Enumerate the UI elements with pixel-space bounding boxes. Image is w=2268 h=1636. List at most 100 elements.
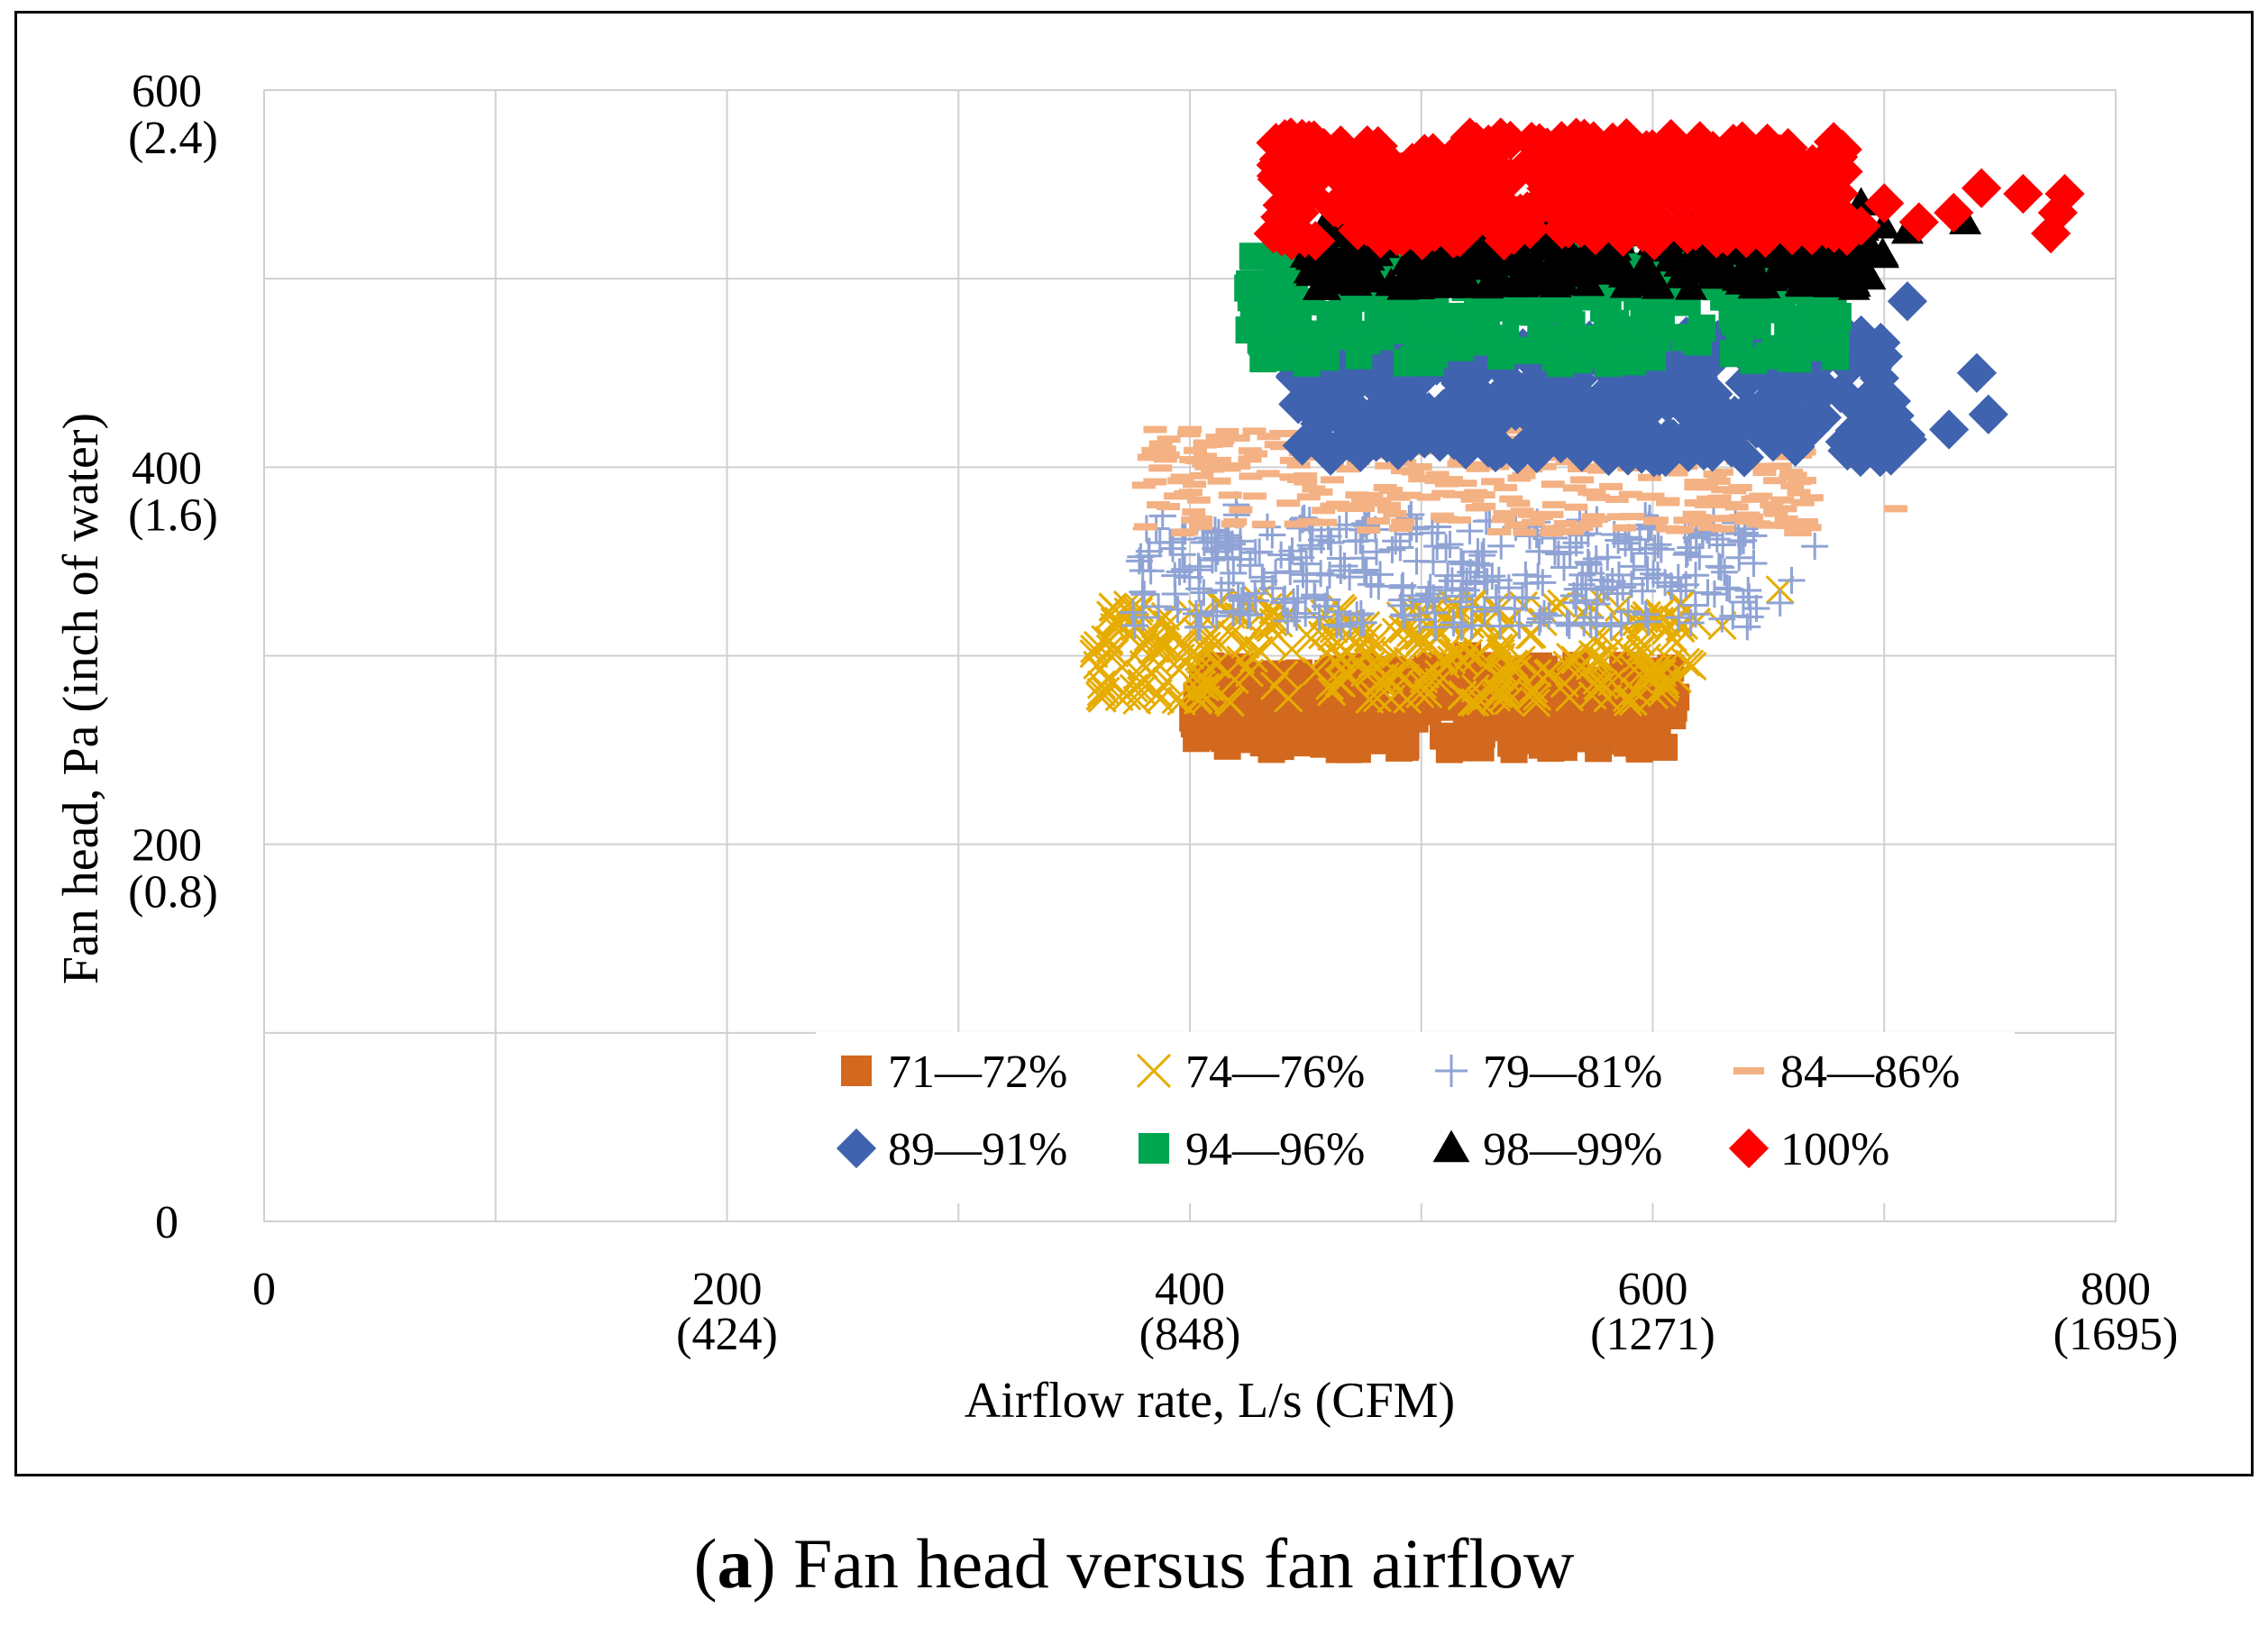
data-point [1699,156,1740,197]
data-point [1436,531,1464,559]
legend-label: 98—99% [1483,1124,1662,1175]
caption-text: ) Fan head versus fan airflow [752,1524,1575,1603]
data-point [1707,494,1732,502]
data-point [1622,264,1655,294]
data-point [1603,216,1643,258]
data-point [1143,478,1167,486]
data-point [1775,338,1803,366]
data-point [1145,592,1173,620]
data-point [1791,407,1832,448]
data-point [1474,324,1502,352]
data-point [1184,553,1212,580]
data-point [1286,461,1311,469]
data-point [1313,518,1338,526]
data-point [1612,524,1636,532]
data-point [1584,643,1614,673]
data-point [1732,395,1773,436]
plot-area-border [263,89,2117,1222]
data-point [1491,516,1515,524]
data-point [1250,567,1278,595]
data-point [1691,196,1732,236]
data-point [1644,531,1672,559]
data-point [1400,345,1428,373]
data-point [1203,602,1230,630]
data-point [1665,604,1693,632]
data-point [1499,495,1523,503]
data-point [1841,315,1881,356]
data-point [1433,420,1475,461]
data-point [1799,494,1824,502]
data-point [1289,173,1330,214]
data-point [1460,495,1485,503]
data-point [1186,496,1211,504]
data-point [1694,579,1722,607]
data-point [1711,486,1735,494]
data-point [1490,120,1531,161]
data-point [1725,544,1753,571]
data-point [1487,532,1515,560]
data-point [1386,271,1420,300]
data-point [1520,298,1548,326]
data-point [1708,515,1733,523]
data-point [1735,250,1769,279]
data-point [1321,125,1361,166]
data-point [1153,455,1177,463]
legend-box [816,1032,2015,1203]
data-point [1491,681,1521,710]
data-point [1512,561,1540,589]
data-point [1513,584,1541,612]
data-point [1647,535,1675,563]
data-point [1555,458,1579,466]
data-point [1431,489,1456,498]
data-point [1326,248,1359,278]
data-point [1723,487,1747,495]
data-point [1450,117,1490,158]
data-point [1619,348,1647,376]
data-point [1228,587,1256,615]
data-point [1129,556,1157,584]
axes: 0 200(424)400(848)600(1271)800(1695)0200(… [128,66,2178,1360]
data-point [1787,489,1811,497]
data-point [1148,440,1173,448]
data-point [1887,281,1928,322]
data-point [1359,491,1384,499]
data-point [1655,525,1679,533]
data-point [1648,658,1678,688]
figure-caption: (a) Fan head versus fan airflow [0,1523,2268,1604]
data-point [1504,521,1528,529]
data-point [1791,215,1833,256]
data-point [1352,556,1380,584]
data-point [1634,608,1662,635]
x-tick-sublabel: (848) [1139,1309,1241,1360]
legend-marker [1728,1128,1770,1169]
data-point [1360,218,1401,259]
data-point [1133,622,1163,653]
data-point [1478,562,1506,590]
data-point [1447,516,1471,524]
data-point [1463,234,1496,264]
data-point [1742,154,1783,195]
data-point [1697,524,1722,532]
data-point [1459,593,1486,621]
data-point [1187,599,1215,627]
data-point [1639,662,1669,691]
data-point [1413,147,1453,188]
data-point [1257,433,1281,441]
data-point [1488,633,1518,663]
data-point [1378,535,1406,563]
data-point [1556,533,1584,561]
data-point [1577,604,1605,632]
data-point [1230,581,1257,609]
data-point [1550,553,1578,581]
data-point [1207,477,1231,485]
data-points [1079,117,2085,763]
data-point [1367,516,1391,525]
data-point [1269,660,1299,690]
data-point [1143,679,1173,708]
data-point [1562,484,1587,492]
data-point [1157,503,1181,511]
data-point [1748,379,1789,420]
data-point [1524,414,1565,454]
data-point [1464,378,1504,418]
data-point [1307,560,1335,588]
